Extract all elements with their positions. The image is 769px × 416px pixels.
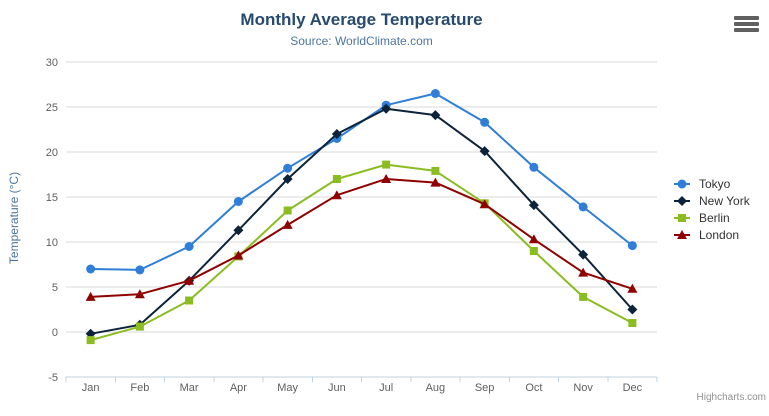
legend-label: Tokyo xyxy=(699,176,731,191)
export-menu-button[interactable] xyxy=(734,14,760,34)
point-berlin-oct[interactable] xyxy=(529,247,538,255)
x-axis-label: Jan xyxy=(82,382,100,394)
circle-marker-icon xyxy=(674,179,690,188)
point-london-mar[interactable] xyxy=(184,275,195,285)
hamburger-icon xyxy=(734,16,760,32)
point-new-york-oct[interactable] xyxy=(528,200,539,211)
point-london-jan[interactable] xyxy=(85,291,96,301)
point-berlin-nov[interactable] xyxy=(579,292,588,301)
point-tokyo-dec[interactable] xyxy=(627,241,637,251)
point-new-york-sep[interactable] xyxy=(479,146,490,157)
legend-item-london[interactable]: London xyxy=(674,226,750,243)
series-line-berlin xyxy=(89,163,634,342)
point-london-may[interactable] xyxy=(282,219,293,229)
point-london-feb[interactable] xyxy=(134,289,145,299)
point-berlin-may[interactable] xyxy=(283,206,292,215)
x-axis-label: Apr xyxy=(230,382,247,394)
x-axis-label: Dec xyxy=(623,382,643,394)
point-new-york-nov[interactable] xyxy=(578,249,589,260)
point-london-aug[interactable] xyxy=(430,177,441,187)
point-berlin-feb[interactable] xyxy=(135,322,144,331)
series-line-london xyxy=(89,178,634,298)
point-new-york-jul[interactable] xyxy=(381,103,392,114)
x-axis-label: Sep xyxy=(475,382,495,394)
legend-label: New York xyxy=(699,193,750,208)
legend-item-tokyo[interactable]: Tokyo xyxy=(674,175,750,192)
point-new-york-aug[interactable] xyxy=(430,110,441,121)
legend-symbol-marker xyxy=(677,179,687,188)
legend-label: Berlin xyxy=(699,210,730,225)
y-axis-label: -5 xyxy=(48,372,58,384)
point-tokyo-oct[interactable] xyxy=(529,162,539,172)
chart-subtitle: Source: WorldClimate.com xyxy=(290,34,433,48)
point-berlin-aug[interactable] xyxy=(431,166,440,175)
x-axis-label: Oct xyxy=(525,382,542,394)
y-axis-label: 5 xyxy=(52,282,58,294)
y-axis-label: 10 xyxy=(46,237,58,249)
y-axis-label: 20 xyxy=(46,147,58,159)
credits-link[interactable]: Highcharts.com xyxy=(696,392,766,403)
point-berlin-jul[interactable] xyxy=(382,160,391,169)
y-axis-label: 15 xyxy=(46,192,58,204)
x-axis-label: Jun xyxy=(328,382,346,394)
x-axis-label: Aug xyxy=(426,382,446,394)
point-new-york-apr[interactable] xyxy=(233,225,244,236)
legend-label: London xyxy=(699,227,740,242)
series-line-new-york xyxy=(89,107,634,335)
point-berlin-dec[interactable] xyxy=(628,319,637,327)
y-axis-label: 0 xyxy=(52,327,58,339)
point-london-sep[interactable] xyxy=(479,199,490,209)
point-tokyo-apr[interactable] xyxy=(233,197,243,206)
point-new-york-jun[interactable] xyxy=(331,129,342,139)
diamond-marker-icon xyxy=(674,195,690,206)
legend: Tokyo New York Berlin London xyxy=(674,175,750,243)
square-marker-icon xyxy=(674,213,690,222)
legend-symbol-marker xyxy=(677,195,687,206)
y-axis-label: 30 xyxy=(46,57,58,69)
triangle-marker-icon xyxy=(674,229,690,239)
legend-item-berlin[interactable]: Berlin xyxy=(674,209,750,226)
point-london-nov[interactable] xyxy=(578,267,589,277)
point-tokyo-mar[interactable] xyxy=(184,242,194,251)
x-axis-label: Jul xyxy=(379,382,393,394)
point-london-apr[interactable] xyxy=(233,250,244,260)
y-axis-label: 25 xyxy=(46,102,58,114)
point-tokyo-may[interactable] xyxy=(283,163,293,173)
point-london-oct[interactable] xyxy=(528,234,539,244)
point-tokyo-aug[interactable] xyxy=(430,89,440,98)
y-axis-title: Temperature (°C) xyxy=(7,171,21,265)
legend-symbol-marker xyxy=(678,213,686,222)
x-axis-label: Mar xyxy=(180,382,199,394)
x-axis-label: May xyxy=(277,382,298,394)
point-berlin-jan[interactable] xyxy=(86,336,95,345)
point-london-jun[interactable] xyxy=(331,190,342,200)
point-london-dec[interactable] xyxy=(627,283,638,293)
legend-item-new-york[interactable]: New York xyxy=(674,192,750,209)
x-axis-label: Feb xyxy=(130,382,149,394)
series-line-tokyo xyxy=(89,92,634,271)
point-tokyo-feb[interactable] xyxy=(135,265,145,275)
point-berlin-jun[interactable] xyxy=(332,175,341,183)
point-new-york-dec[interactable] xyxy=(627,304,638,315)
chart-title: Monthly Average Temperature xyxy=(240,10,483,29)
point-tokyo-sep[interactable] xyxy=(480,117,490,127)
point-tokyo-jan[interactable] xyxy=(86,264,96,274)
point-tokyo-nov[interactable] xyxy=(578,202,588,212)
point-new-york-may[interactable] xyxy=(282,174,293,184)
point-berlin-mar[interactable] xyxy=(185,296,194,305)
x-axis-label: Nov xyxy=(573,382,593,394)
point-london-jul[interactable] xyxy=(381,174,392,183)
legend-symbol-marker xyxy=(677,229,687,239)
